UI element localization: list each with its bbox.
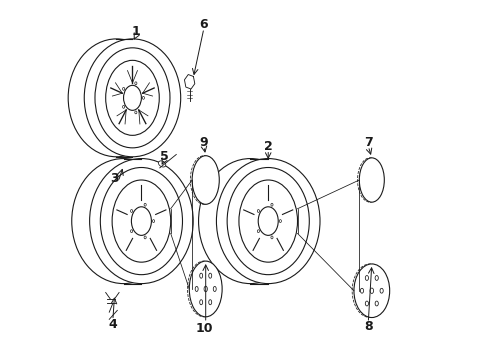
Ellipse shape	[112, 180, 171, 262]
Ellipse shape	[354, 264, 390, 318]
Text: 9: 9	[199, 136, 208, 149]
Text: 4: 4	[108, 318, 117, 331]
Ellipse shape	[106, 60, 159, 135]
Ellipse shape	[258, 207, 278, 235]
Text: 3: 3	[110, 172, 119, 185]
Ellipse shape	[95, 48, 170, 148]
Text: 2: 2	[264, 140, 272, 153]
Ellipse shape	[227, 167, 309, 275]
Ellipse shape	[90, 158, 193, 284]
Text: 8: 8	[364, 320, 372, 333]
Ellipse shape	[217, 158, 320, 284]
Text: 5: 5	[160, 150, 169, 163]
Ellipse shape	[239, 180, 297, 262]
Ellipse shape	[131, 207, 151, 235]
Ellipse shape	[192, 156, 220, 204]
Ellipse shape	[359, 158, 384, 202]
Text: 6: 6	[199, 18, 208, 31]
Ellipse shape	[189, 261, 222, 317]
Text: 1: 1	[132, 25, 141, 38]
Ellipse shape	[84, 39, 181, 157]
Ellipse shape	[123, 85, 142, 111]
Text: 7: 7	[364, 136, 372, 149]
Text: 10: 10	[195, 322, 213, 335]
Ellipse shape	[158, 161, 166, 167]
Ellipse shape	[100, 167, 182, 275]
